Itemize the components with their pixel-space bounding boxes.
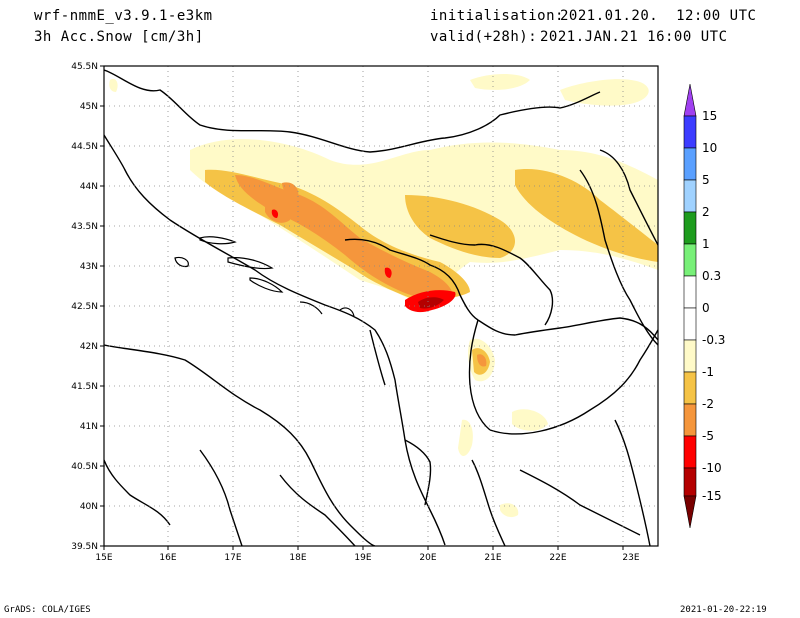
colorbar-segment	[683, 467, 697, 497]
islands	[174, 236, 355, 317]
software-credit: GrADS: COLA/IGES	[4, 605, 91, 615]
lat-label: 39.5N	[71, 542, 98, 552]
lat-label: 45.5N	[71, 62, 98, 72]
colorbar-segment	[683, 435, 697, 469]
lon-label: 19E	[354, 553, 371, 563]
lon-label: 20E	[419, 553, 436, 563]
colorbar-label: -2	[702, 397, 714, 411]
colorbar-segment	[683, 371, 697, 405]
colorbar-segment	[683, 403, 697, 437]
map-plot-area	[104, 66, 658, 546]
axis-ticks	[100, 65, 624, 550]
lon-label: 21E	[484, 553, 501, 563]
lat-label: 40.5N	[71, 462, 98, 472]
lat-label: 42.5N	[71, 302, 98, 312]
lat-label: 43N	[80, 262, 98, 272]
colorbar-segment	[683, 307, 697, 341]
init-label: initialisation:	[430, 8, 564, 24]
colorbar-label: -1	[702, 365, 714, 379]
lat-label: 40N	[80, 502, 98, 512]
lat-label: 44N	[80, 182, 98, 192]
colorbar-top-arrow	[683, 83, 697, 117]
colorbar-label: -5	[702, 429, 714, 443]
colorbar-bottom-arrow	[683, 495, 697, 529]
colorbar-labels: 15 10 5 2 1 0.3 0 -0.3 -1 -2 -5 -10 -15	[702, 109, 725, 503]
lon-label: 17E	[224, 553, 241, 563]
lon-label: 22E	[549, 553, 566, 563]
lat-label: 44.5N	[71, 142, 98, 152]
colorbar-segment	[683, 243, 697, 277]
lat-label: 43.5N	[71, 222, 98, 232]
colorbar-segment	[683, 211, 697, 245]
lon-label: 16E	[159, 553, 176, 563]
lat-label: 41.5N	[71, 382, 98, 392]
colorbar-segment	[683, 275, 697, 309]
lat-label: 42N	[80, 342, 98, 352]
lat-label: 45N	[80, 102, 98, 112]
colorbar-label: 2	[702, 205, 710, 219]
lon-label: 18E	[289, 553, 306, 563]
render-timestamp: 2021-01-20-22:19	[680, 605, 767, 615]
lat-label: 41N	[80, 422, 98, 432]
colorbar-segment	[683, 179, 697, 213]
colorbar-label: 5	[702, 173, 710, 187]
valid-value: 2021.JAN.21 16:00 UTC	[540, 29, 728, 45]
colorbar-label: 0	[702, 301, 710, 315]
colorbar-label: -0.3	[702, 333, 725, 347]
colorbar-label: -10	[702, 461, 722, 475]
colorbar-label: 1	[702, 237, 710, 251]
colorbar	[683, 83, 697, 529]
variable-name: 3h Acc.Snow [cm/3h]	[34, 29, 204, 45]
colorbar-label: -15	[702, 489, 722, 503]
colorbar-segment	[683, 147, 697, 181]
boundaries	[104, 69, 658, 546]
colorbar-label: 15	[702, 109, 717, 123]
graticule	[104, 66, 658, 546]
lat-labels: 45.5N 45N 44.5N 44N 43.5N 43N 42.5N 42N …	[71, 62, 98, 552]
colorbar-segment	[683, 115, 697, 149]
lon-label: 15E	[95, 553, 112, 563]
init-value: 2021.01.20. 12:00 UTC	[560, 8, 757, 24]
lon-label: 23E	[622, 553, 639, 563]
colorbar-label: 10	[702, 141, 717, 155]
colorbar-segment	[683, 339, 697, 373]
valid-label: valid(+28h):	[430, 29, 538, 45]
colorbar-label: 0.3	[702, 269, 721, 283]
lon-labels: 15E 16E 17E 18E 19E 20E 21E 22E 23E	[95, 553, 639, 563]
model-name: wrf-nmmE_v3.9.1-e3km	[34, 8, 213, 24]
